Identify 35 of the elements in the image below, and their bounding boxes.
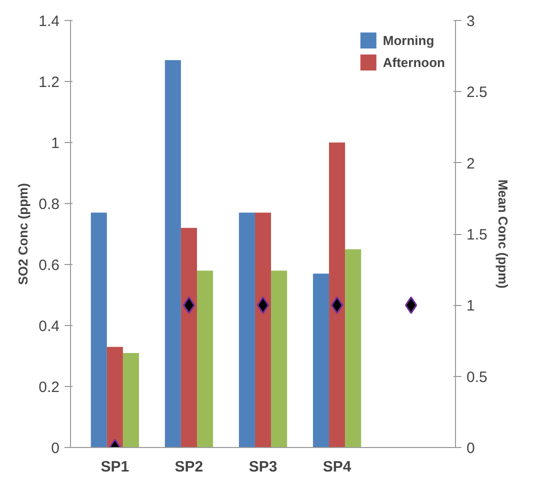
bar [180,228,197,448]
y-tick-label: 0.8 [38,196,60,213]
legend-label: Afternoon [382,54,445,70]
y2-tick-label: 1.5 [466,226,488,244]
bar [122,352,139,448]
bar [196,270,214,448]
y2-axis-title: Mean Conc (ppm) [495,179,510,289]
y-tick-label: 1 [51,135,60,152]
x-tick-label: SP4 [322,458,352,476]
bar [312,274,330,448]
y2-tick-label: 2.5 [466,84,488,102]
y2-tick-label: 0.5 [466,368,488,386]
bar [254,212,272,448]
y-tick-label: 0.2 [38,379,60,396]
y-tick-label: 1.4 [38,13,60,30]
y-tick-label: 0 [51,440,60,457]
legend-label: Morning [382,32,434,48]
x-tick-label: SP2 [174,458,204,476]
bar [164,60,181,448]
y2-tick-label: 1 [466,298,475,315]
bar [90,212,107,448]
y-tick-label: 0.6 [38,257,60,274]
y2-tick-label: 0 [466,440,475,457]
bar [329,142,346,448]
bar [271,270,288,448]
y-axis-title: SO2 Conc (ppm) [16,183,31,285]
bar [345,249,362,448]
x-tick-label: SP1 [100,458,130,476]
y-tick-label: 1.2 [38,74,60,91]
bar [238,212,255,448]
y2-tick-label: 3 [466,13,475,30]
y-tick-label: 0.4 [38,318,60,335]
bar [106,346,123,448]
y2-tick-label: 2 [466,155,475,172]
x-tick-label: SP3 [248,458,278,476]
